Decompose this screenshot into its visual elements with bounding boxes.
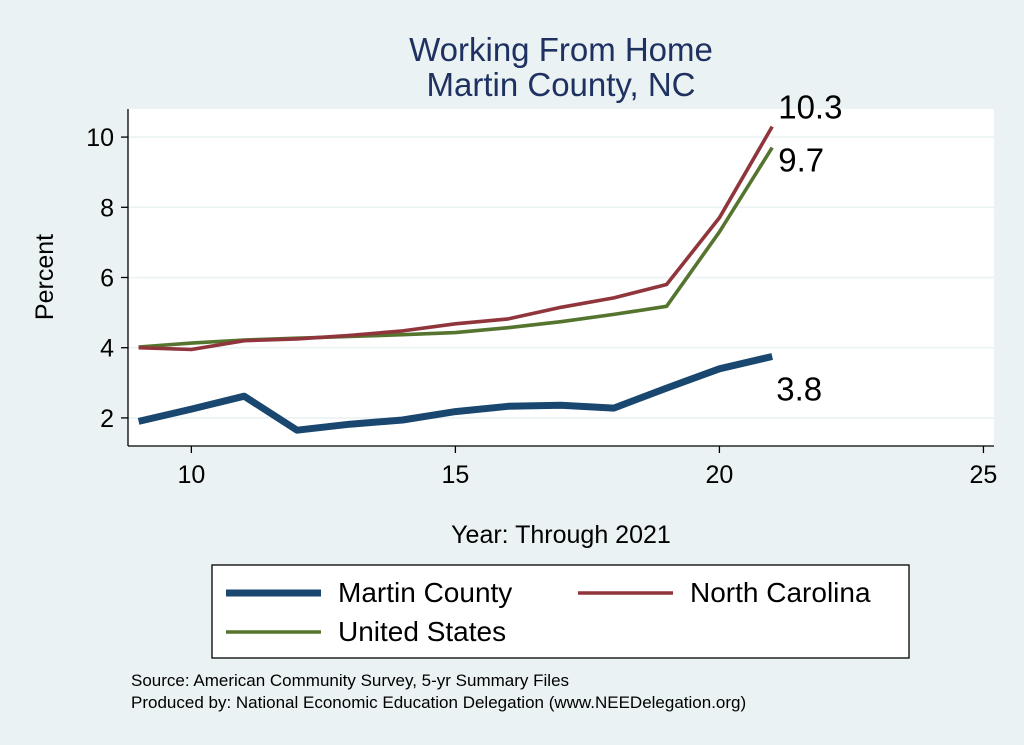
y-tick-label: 2	[100, 405, 114, 433]
end-label-united-states: 9.7	[778, 142, 824, 179]
producer-note: Produced by: National Economic Education…	[131, 693, 746, 712]
y-tick-label: 10	[86, 124, 114, 152]
legend-label-united-states: United States	[338, 616, 506, 647]
legend-label-north-carolina: North Carolina	[690, 577, 871, 608]
end-label-north-carolina: 10.3	[778, 89, 842, 126]
y-tick-label: 8	[100, 194, 114, 222]
y-axis-title: Percent	[31, 234, 59, 320]
source-note: Source: American Community Survey, 5-yr …	[131, 671, 569, 690]
chart-title: Working From Home	[409, 31, 713, 68]
end-label-martin-county: 3.8	[776, 370, 822, 407]
legend-box	[211, 564, 910, 659]
chart-subtitle: Martin County, NC	[427, 66, 696, 103]
y-axis-ticks: 2 4 6 8 10	[86, 124, 128, 433]
x-tick-label: 10	[177, 461, 205, 489]
y-tick-label: 6	[100, 265, 114, 293]
x-tick-label: 25	[970, 461, 998, 489]
x-tick-label: 15	[441, 461, 469, 489]
legend: Martin County North Carolina United States	[226, 577, 871, 647]
series-line-martin-county	[137, 353, 773, 434]
x-axis-ticks: 10 15 20 25	[177, 446, 997, 489]
end-labels: 3.8 10.3 9.7	[776, 89, 842, 408]
series-line-north-carolina	[138, 125, 774, 352]
legend-label-martin-county: Martin County	[338, 577, 512, 608]
x-tick-label: 20	[706, 461, 734, 489]
y-tick-label: 4	[100, 335, 114, 363]
series-layer	[137, 125, 774, 434]
x-axis-title: Year: Through 2021	[451, 521, 671, 549]
